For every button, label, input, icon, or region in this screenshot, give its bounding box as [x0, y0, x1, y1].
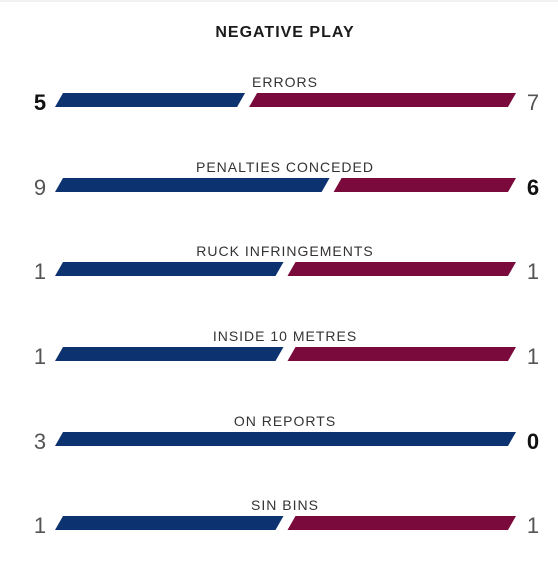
comparison-bar	[55, 178, 516, 192]
stat-label: ERRORS	[252, 74, 318, 90]
away-value: 6	[526, 175, 540, 200]
stat-row-sin-bins: SIN BINS 1 1	[0, 497, 558, 547]
away-value: 1	[526, 513, 540, 538]
away-bar-segment	[287, 516, 516, 530]
stat-row-penalties-conceded: PENALTIES CONCEDED 9 6	[0, 159, 558, 209]
away-value: 0	[526, 429, 540, 454]
home-value: 1	[33, 259, 47, 284]
away-value: 1	[526, 259, 540, 284]
stat-label: RUCK INFRINGEMENTS	[196, 243, 374, 259]
stat-label: SIN BINS	[251, 497, 319, 513]
away-bar-segment	[287, 262, 516, 276]
home-value: 9	[33, 175, 47, 200]
away-bar-segment	[249, 93, 517, 107]
stat-row-on-reports: ON REPORTS 3 0	[0, 413, 558, 463]
home-value: 3	[33, 429, 47, 454]
home-bar-segment	[55, 178, 330, 192]
home-value: 1	[33, 513, 47, 538]
stat-label: PENALTIES CONCEDED	[196, 159, 374, 175]
comparison-bar	[55, 262, 516, 276]
away-value: 1	[526, 344, 540, 369]
top-divider	[0, 0, 558, 2]
comparison-bar	[55, 516, 516, 530]
section-title: NEGATIVE PLAY	[215, 24, 355, 41]
stat-row-ruck-infringements: RUCK INFRINGEMENTS 1 1	[0, 243, 558, 293]
home-bar-segment	[55, 347, 284, 361]
comparison-bar	[55, 432, 516, 446]
home-bar-segment	[55, 432, 516, 446]
stat-row-errors: ERRORS 5 7	[0, 74, 558, 124]
stat-label: ON REPORTS	[233, 413, 337, 429]
away-bar-segment	[287, 347, 516, 361]
home-value: 5	[33, 90, 47, 115]
home-bar-segment	[55, 262, 284, 276]
stat-row-inside-10-metres: INSIDE 10 METRES 1 1	[0, 328, 558, 378]
stat-label: INSIDE 10 METRES	[212, 328, 358, 344]
home-value: 1	[33, 344, 47, 369]
home-bar-segment	[55, 516, 284, 530]
home-bar-segment	[55, 93, 246, 107]
comparison-bar	[55, 347, 516, 361]
comparison-bar	[55, 93, 517, 107]
away-value: 7	[526, 90, 540, 115]
away-bar-segment	[333, 178, 516, 192]
